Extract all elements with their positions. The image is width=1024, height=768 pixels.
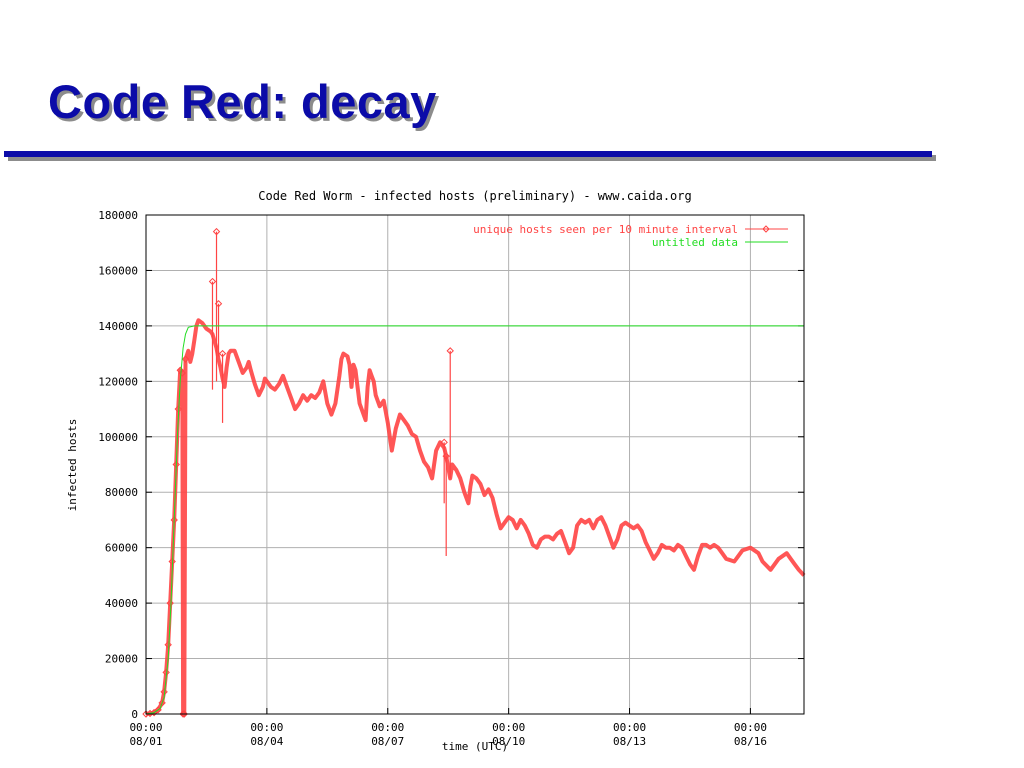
x-tick-label-time: 00:00	[371, 721, 404, 734]
legend-label: unique hosts seen per 10 minute interval	[473, 223, 738, 236]
title-rule	[4, 151, 932, 157]
hosts-spike-marker	[212, 227, 221, 236]
x-tick-label-time: 00:00	[129, 721, 162, 734]
hosts-spike-marker	[214, 300, 223, 308]
y-tick-label: 0	[131, 708, 138, 721]
x-tick-label-time: 00:00	[250, 721, 283, 734]
x-tick-label-time: 00:00	[734, 721, 767, 734]
chart-title: Code Red Worm - infected hosts (prelimin…	[258, 189, 691, 203]
hosts-point-marker	[158, 699, 166, 707]
x-tick-label-date: 08/07	[371, 735, 404, 748]
legend: unique hosts seen per 10 minute interval…	[473, 223, 788, 249]
hosts-point-marker	[179, 710, 187, 718]
y-tick-label: 40000	[105, 597, 138, 610]
axes: 0 20000 40000 60000 80000 100000 120000 140000 1…	[98, 209, 804, 748]
hosts-point-marker	[178, 369, 186, 377]
title-rule-shadow	[8, 155, 936, 161]
x-tick-label-date: 08/13	[613, 735, 646, 748]
x-tick-label-date: 08/10	[492, 735, 525, 748]
gridlines	[146, 215, 804, 714]
y-axis-label: infected hosts	[66, 419, 79, 512]
y-tick-label: 140000	[98, 320, 138, 333]
y-tick-label: 180000	[98, 209, 138, 222]
hosts-point-marker	[180, 710, 188, 718]
x-tick-label-time: 00:00	[492, 721, 525, 734]
hosts-spike-marker	[442, 452, 450, 460]
legend-label: untitled data	[652, 236, 738, 249]
y-tick-label: 100000	[98, 431, 138, 444]
y-tick-label: 160000	[98, 264, 138, 277]
y-tick-label: 60000	[105, 542, 138, 555]
hosts-point-marker	[181, 355, 190, 363]
hosts-spike-marker	[446, 347, 454, 355]
legend-marker	[762, 225, 770, 233]
x-tick-label-date: 08/16	[734, 735, 767, 748]
hosts-spike-marker	[440, 438, 448, 447]
untitled-series-line	[145, 325, 804, 715]
x-tick-label-date: 08/04	[250, 735, 283, 748]
y-tick-label: 20000	[105, 653, 138, 666]
y-tick-label: 80000	[105, 486, 138, 499]
series-layer	[142, 227, 806, 718]
hosts-spike-marker	[208, 277, 217, 286]
hosts-spike-marker	[218, 349, 227, 358]
slide-title: Code Red: decay	[48, 75, 437, 128]
hosts-series-line	[145, 318, 806, 716]
hosts-point-marker	[166, 599, 174, 607]
hosts-point-marker	[146, 709, 154, 718]
hosts-point-marker	[176, 366, 184, 374]
x-tick-label-time: 00:00	[613, 721, 646, 734]
y-tick-label: 120000	[98, 375, 138, 388]
x-axis-label: time (UTC)	[442, 740, 508, 753]
plot-frame	[145, 214, 805, 715]
hosts-point-marker	[164, 640, 172, 649]
x-tick-label-date: 08/01	[129, 735, 162, 748]
